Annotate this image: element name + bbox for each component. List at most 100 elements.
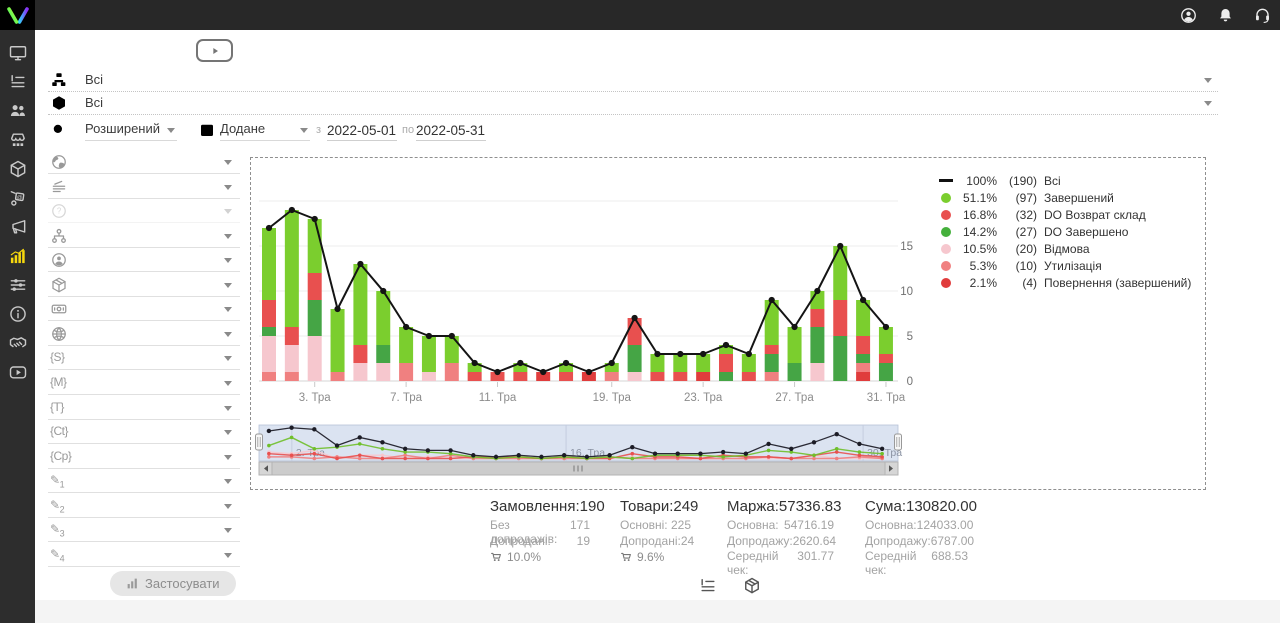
sidebar-item-store[interactable] [0,125,35,154]
search-icon[interactable] [50,121,68,139]
filter-select-code-cp[interactable]: {Cp} [48,446,240,469]
search-mode-select[interactable]: Розширений [85,121,177,141]
navigator-handle[interactable] [894,433,902,451]
bar-segment [719,372,733,381]
main-content: Всі Всі Розширений 17 Додане з по ? {S} {M… [35,30,1280,600]
category-filter-row[interactable]: Всі [48,69,1218,92]
globe-grid-icon [50,325,68,343]
legend-item-4[interactable]: 10.5% (20) Відмова [939,240,1201,257]
app-logo[interactable] [0,0,35,30]
chevron-down-icon [224,430,232,436]
bell-icon[interactable] [1216,6,1235,25]
legend-item-2[interactable]: 16.8% (32) DO Возврат склад [939,206,1201,223]
filter-select-code-m[interactable]: {M} [48,372,240,395]
main-sidebar: @ [0,30,35,623]
bar-segment [878,363,893,381]
sidebar-item-monitor[interactable] [0,38,35,67]
bar-segment [421,336,436,372]
products-view-icon[interactable] [742,576,762,596]
clients-icon [8,101,28,121]
sidebar-item-purchases[interactable]: @ [0,183,35,212]
bar-segment [673,372,688,381]
code-cp-icon: {Cp} [50,448,72,463]
filter-select-hierarchy[interactable] [48,225,240,248]
bar-segment [650,354,665,372]
product-filter-row[interactable]: Всі [48,92,1218,115]
pencil-icon: ✎1 [50,473,65,490]
filter-select-question-circle[interactable]: ? [48,200,240,224]
filter-select-status-lines[interactable] [48,176,240,199]
stat-sub-value: 2620.64 [792,533,837,548]
filter-select-code-ct[interactable]: {Ct} [48,421,240,445]
sidebar-item-video-lessons[interactable] [0,357,35,386]
video-help-button[interactable] [196,39,233,62]
partners-icon [8,333,28,353]
sidebar-item-orders-list[interactable] [0,67,35,96]
question-circle-icon: ? [50,202,68,220]
sidebar-item-products[interactable] [0,154,35,183]
navigator-handle[interactable] [255,433,263,451]
x-axis-label: 23. Тра [684,392,723,404]
legend-item-6[interactable]: 2.1% (4) Повернення (завершений) [939,274,1201,291]
top-bar [0,0,1280,30]
sidebar-item-info[interactable] [0,299,35,328]
bar-segment [284,345,299,372]
product-select-value[interactable]: Всі [85,95,104,110]
filter-select-code-t[interactable]: {T} [48,397,240,420]
date-field-select[interactable]: Додане [220,121,310,141]
bar-segment [627,345,642,372]
filter-select-globe-grid[interactable] [48,323,240,346]
bar-segment [467,363,482,372]
date-from-input[interactable] [327,121,397,141]
apply-filters-button[interactable]: Застосувати [110,571,236,596]
calendar-icon[interactable]: 17 [198,121,216,139]
category-select-value[interactable]: Всі [85,72,104,87]
x-axis-label: 19. Тра [593,392,632,404]
total-point [722,341,730,349]
date-from-label: з [316,124,322,136]
bar-segment [376,345,391,363]
bar-segment [330,372,345,381]
stat-col-2: Маржа: 57336.83 Основна: 54716.19 Допродажу:… [727,498,841,577]
sidebar-item-analytics[interactable] [0,241,35,270]
stat-sub-label: Без допродажів: [490,518,558,546]
upsell-percent: 9.6% [637,550,665,564]
filter-select-banknote[interactable] [48,298,240,322]
legend-item-0[interactable]: 100% (190) Всі [939,172,1201,189]
cart-icon [490,551,503,564]
date-to-input[interactable] [416,121,486,141]
bar-segment [376,291,391,345]
orders-list-view-icon[interactable] [698,576,718,596]
filter-select-globe-earth[interactable] [48,151,240,174]
stat-col-0: Замовлення: 190 Без допродажів: 171 Допродан… [490,498,605,565]
sidebar-item-clients[interactable] [0,96,35,125]
chart-canvas[interactable]: 3. Тра 7. Тра 11. Тра 19. Тра 23. Тра 27. Тра… [251,158,1205,489]
chart-scrollbar[interactable] [258,461,899,476]
filter-select-code-s[interactable]: {S} [48,347,240,371]
legend-item-1[interactable]: 51.1% (97) Завершений [939,189,1201,206]
bar-segment [810,363,825,381]
filter-select-pencil[interactable]: ✎2 [48,495,240,518]
x-axis-label: 31. Тра [867,392,906,404]
user-icon[interactable] [1179,6,1198,25]
legend-item-5[interactable]: 5.3% (10) Утилізація [939,257,1201,274]
banknote-icon [50,300,68,318]
filter-select-package[interactable] [48,274,240,297]
support-icon[interactable] [1253,6,1272,25]
y-axis-label: 10 [900,286,913,298]
sidebar-item-tools[interactable] [0,270,35,299]
sidebar-item-marketing[interactable] [0,212,35,241]
filter-select-pencil[interactable]: ✎4 [48,544,240,567]
chevron-down-icon [224,528,232,534]
bar-segment [810,327,825,363]
legend-cnt: (32) [1015,207,1037,222]
filter-select-pencil[interactable]: ✎3 [48,519,240,543]
sidebar-item-partners[interactable] [0,328,35,357]
range-navigator: 2. Тра 16. Тра 30. Тра [255,424,902,462]
legend-lbl: DO Завершено [1044,224,1129,239]
filter-select-manager[interactable] [48,249,240,273]
stat-sub-value: 124033.00 [916,518,974,532]
bar-segment [719,345,733,354]
legend-item-3[interactable]: 14.2% (27) DO Завершено [939,223,1201,240]
filter-select-pencil[interactable]: ✎1 [48,470,240,494]
